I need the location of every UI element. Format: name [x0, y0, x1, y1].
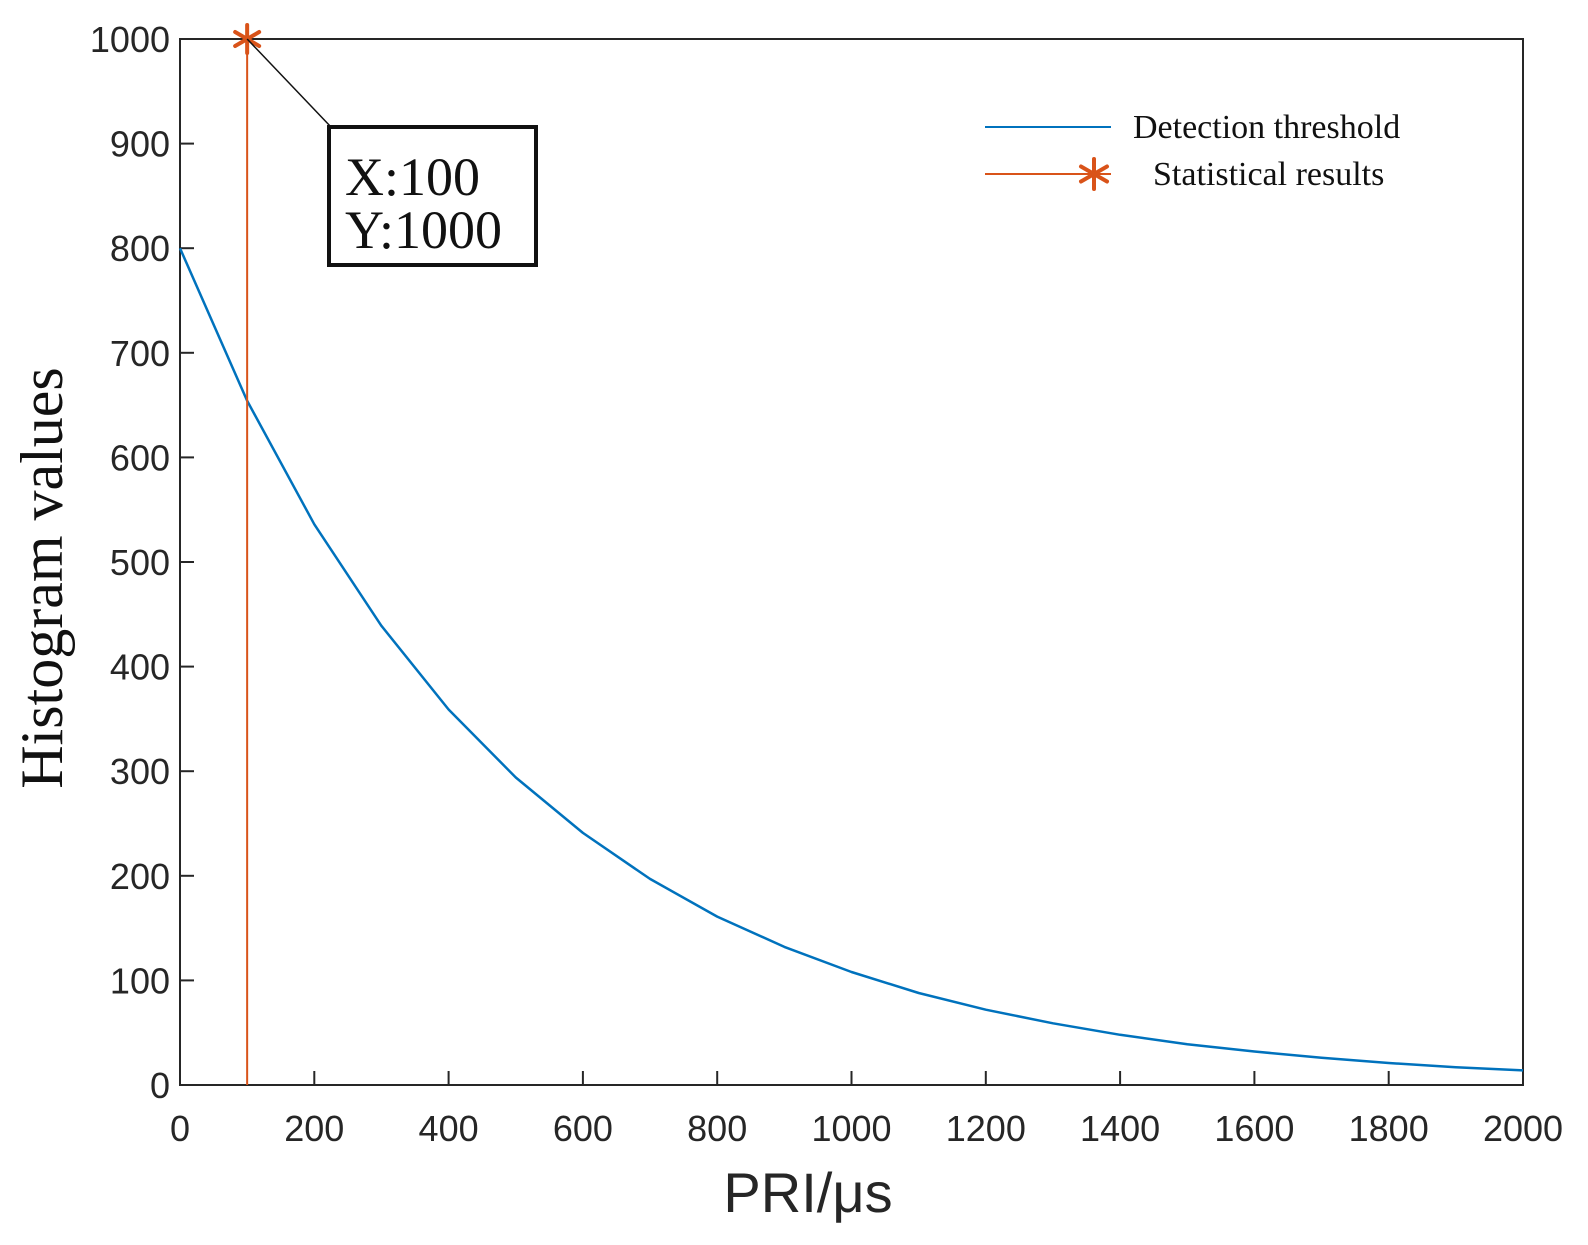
y-tick-label: 0	[150, 1065, 170, 1106]
x-tick-label: 800	[687, 1108, 747, 1149]
x-tick-label: 1000	[811, 1108, 891, 1149]
data-tip-box	[327, 125, 538, 267]
x-tick-label: 1400	[1080, 1108, 1160, 1149]
data-tip-leader-line	[246, 38, 332, 128]
asterisk-marker-icon	[1079, 157, 1109, 191]
x-tick-label: 1800	[1349, 1108, 1429, 1149]
x-tick-label: 1600	[1214, 1108, 1294, 1149]
y-tick-label: 700	[110, 333, 170, 374]
y-tick-label: 300	[110, 751, 170, 792]
data-tip: X:100 Y:1000	[246, 38, 538, 267]
y-tick-label: 1000	[90, 19, 170, 60]
y-tick-label: 400	[110, 647, 170, 688]
axis-ticks: 0 200 400 600 800 1000 1200 1400 1600 1800 2000 0 10…	[90, 19, 1563, 1149]
y-tick-label: 900	[110, 124, 170, 165]
legend: Detection threshold Statistical results	[985, 109, 1400, 193]
x-tick-label: 1200	[946, 1108, 1026, 1149]
y-tick-label: 200	[110, 856, 170, 897]
detection-threshold-line	[178, 247, 1524, 1072]
y-axis-title: Histogram values	[9, 367, 75, 789]
y-tick-label: 500	[110, 542, 170, 583]
legend-label-statistical-results: Statistical results	[1153, 156, 1384, 193]
x-tick-label: 200	[284, 1108, 344, 1149]
x-tick-label: 2000	[1483, 1108, 1563, 1149]
x-tick-label: 600	[553, 1108, 613, 1149]
x-tick-label: 400	[419, 1108, 479, 1149]
y-tick-label: 600	[110, 437, 170, 478]
data-tip-y-text: Y:1000	[345, 200, 502, 260]
y-tick-label: 800	[110, 228, 170, 269]
x-tick-label: 0	[170, 1108, 190, 1149]
legend-label-detection-threshold: Detection threshold	[1133, 109, 1400, 146]
data-tip-x-text: X:100	[345, 147, 480, 207]
x-axis-title: PRI/μs	[723, 1161, 892, 1224]
y-tick-label: 100	[110, 960, 170, 1001]
